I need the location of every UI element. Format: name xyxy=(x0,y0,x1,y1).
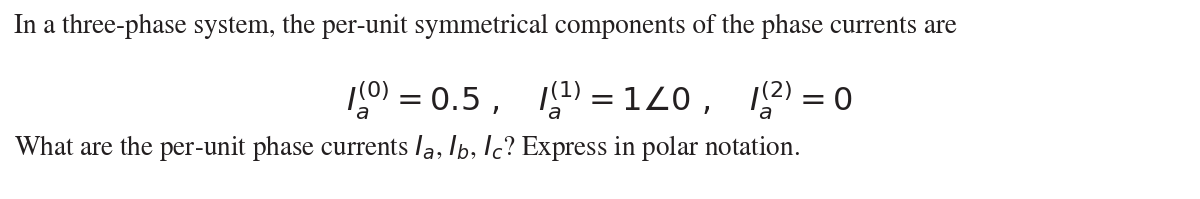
Text: In a three-phase system, the per-unit symmetrical components of the phase curren: In a three-phase system, the per-unit sy… xyxy=(14,14,958,39)
Text: What are the per-unit phase currents $I_a$, $I_b$, $I_c$? Express in polar notat: What are the per-unit phase currents $I_… xyxy=(14,133,800,163)
Text: $I_a^{(0)} = 0.5 \ , \quad I_a^{(1)} = 1\angle 0 \ , \quad I_a^{(2)} = 0$: $I_a^{(0)} = 0.5 \ , \quad I_a^{(1)} = 1… xyxy=(347,80,853,122)
